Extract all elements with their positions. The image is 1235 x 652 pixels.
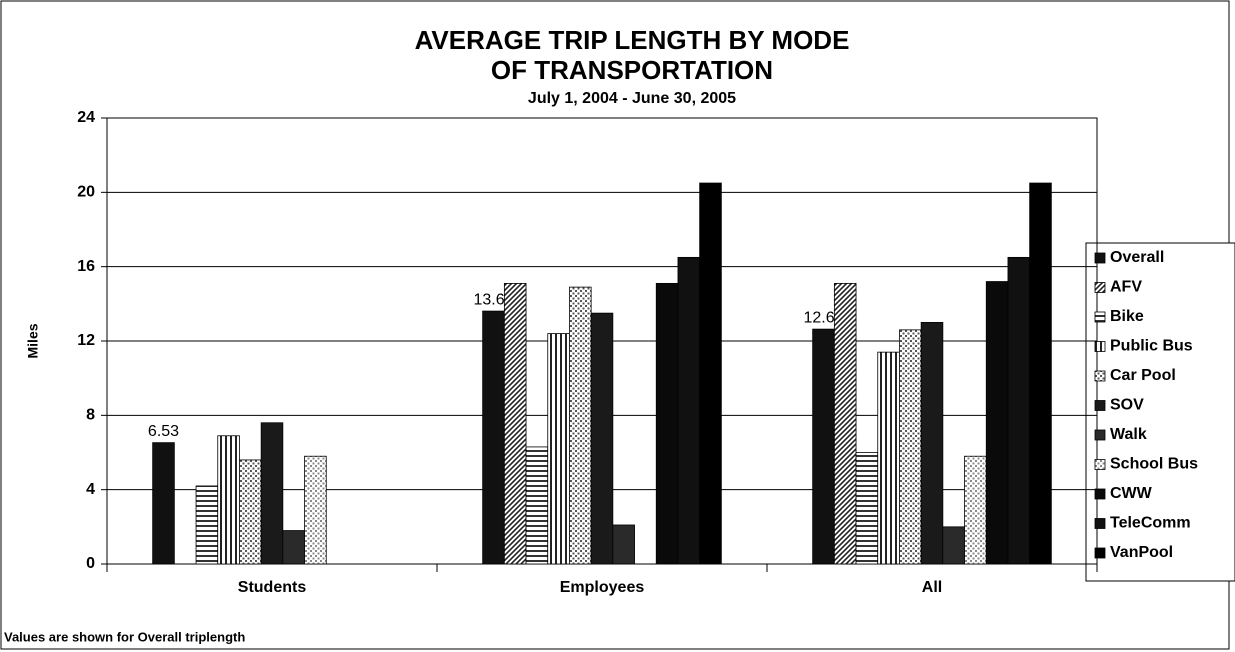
bar [152, 442, 175, 565]
x-tick-label: Employees [560, 579, 645, 596]
bar [525, 446, 549, 565]
y-tick-label: 24 [77, 109, 95, 126]
legend-box [1085, 242, 1235, 582]
data-label: 13.61 [473, 291, 513, 308]
bar [1029, 182, 1052, 565]
bar [699, 182, 722, 565]
legend-swatch [1094, 459, 1106, 470]
bar [612, 524, 635, 565]
legend-swatch [1094, 282, 1106, 293]
bar [833, 282, 857, 565]
legend-label: AFV [1110, 279, 1142, 296]
legend-label: SOV [1110, 397, 1144, 414]
bar [677, 256, 701, 565]
bar [503, 282, 527, 565]
bar [942, 526, 965, 565]
bar [217, 435, 240, 565]
legend-label: Walk [1110, 426, 1147, 443]
y-tick-label: 20 [77, 184, 95, 201]
legend-label: Car Pool [1110, 367, 1176, 384]
bar [482, 310, 505, 565]
bar [239, 459, 262, 565]
legend-swatch [1094, 400, 1106, 411]
bar [282, 530, 305, 565]
legend-label: Bike [1110, 308, 1144, 325]
bar [590, 312, 614, 565]
legend-swatch [1094, 311, 1106, 323]
chart-title: AVERAGE TRIP LENGTH BY MODE [415, 25, 850, 55]
legend-label: CWW [1110, 485, 1153, 502]
x-tick-label: Students [238, 579, 307, 596]
y-axis-label: Miles [25, 323, 41, 358]
data-label: 6.53 [148, 423, 179, 440]
bar [964, 455, 987, 565]
y-tick-label: 12 [77, 332, 95, 349]
bar [899, 329, 922, 565]
bar [304, 455, 327, 565]
x-tick-label: All [922, 579, 942, 596]
bar [569, 286, 592, 565]
legend-label: Overall [1110, 249, 1164, 266]
data-label: 12.64 [803, 309, 843, 326]
legend-swatch [1094, 341, 1106, 352]
bar [1007, 256, 1031, 565]
bar [195, 485, 219, 565]
legend-label: TeleComm [1110, 515, 1191, 532]
bar [877, 351, 900, 565]
legend-label: VanPool [1110, 544, 1173, 561]
y-tick-label: 16 [77, 258, 95, 275]
bar [655, 282, 679, 565]
legend-swatch [1094, 429, 1106, 441]
legend-label: School Bus [1110, 456, 1198, 473]
bar [855, 452, 879, 565]
bar [985, 281, 1009, 565]
y-tick-label: 0 [86, 555, 95, 572]
legend-swatch [1094, 488, 1106, 500]
legend-label: Public Bus [1110, 338, 1193, 355]
legend-swatch [1094, 252, 1106, 264]
chart-subtitle: July 1, 2004 - June 30, 2005 [528, 90, 736, 107]
legend-swatch [1094, 370, 1106, 382]
legend-swatch [1094, 547, 1106, 559]
bar [260, 422, 284, 565]
y-tick-label: 4 [86, 481, 95, 498]
chart-title: OF TRANSPORTATION [491, 55, 773, 85]
bar [547, 333, 570, 565]
bar [920, 322, 944, 565]
footnote: Values are shown for Overall triplength [4, 629, 245, 644]
legend-swatch [1094, 518, 1106, 529]
y-tick-label: 8 [86, 407, 95, 424]
bar [812, 328, 835, 565]
